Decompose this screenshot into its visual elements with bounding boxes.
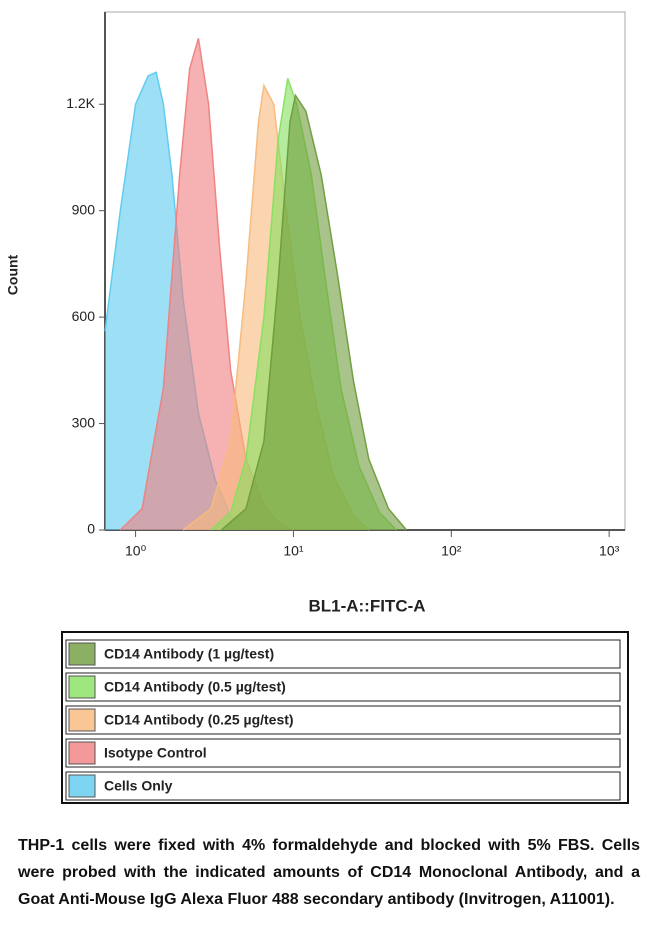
legend-swatch <box>68 642 96 666</box>
caption: THP-1 cells were fixed with 4% formaldeh… <box>18 837 640 908</box>
y-tick-label: 600 <box>72 308 96 324</box>
x-tick-label: 10⁰ <box>125 543 147 559</box>
y-axis-label: Count <box>5 254 21 295</box>
density-area <box>120 38 294 531</box>
legend-row <box>65 738 621 768</box>
y-tick-label: 0 <box>87 521 95 537</box>
y-tick-label: 900 <box>72 201 96 217</box>
density-area <box>221 95 407 530</box>
legend-box <box>61 631 629 804</box>
legend-swatch <box>68 708 96 732</box>
legend-row <box>65 705 621 735</box>
legend-label: CD14 Antibody (0.5 µg/test) <box>104 679 286 695</box>
legend-label: Isotype Control <box>104 745 207 761</box>
x-axis-label: BL1-A::FITC-A <box>308 596 425 615</box>
density-line <box>220 93 408 531</box>
legend-row <box>65 639 621 669</box>
legend-swatch <box>68 774 96 798</box>
legend-row <box>65 771 621 801</box>
x-tick-label: 10¹ <box>283 543 304 559</box>
legend-swatch <box>68 675 96 699</box>
legend-label: Cells Only <box>104 778 173 794</box>
legend-row <box>65 672 621 702</box>
y-tick-label: 1.2K <box>66 95 95 111</box>
legend-label: CD14 Antibody (0.25 µg/test) <box>104 712 294 728</box>
y-tick-label: 300 <box>72 414 96 430</box>
x-tick-label: 10² <box>441 543 462 559</box>
legend-swatch <box>68 741 96 765</box>
x-tick-label: 10³ <box>599 543 620 559</box>
legend-label: CD14 Antibody (1 µg/test) <box>104 646 274 662</box>
